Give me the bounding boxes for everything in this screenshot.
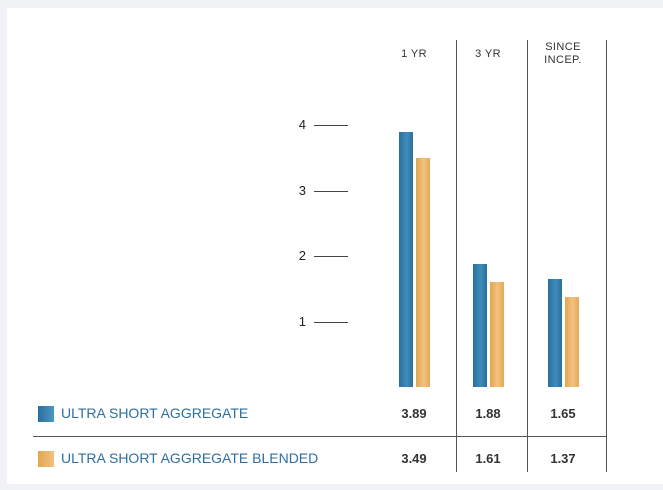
chart-panel — [7, 8, 663, 484]
bar-blended — [490, 281, 504, 387]
y-tick-line — [314, 321, 348, 323]
column-header: 3 YR — [458, 48, 518, 61]
column-divider — [606, 40, 607, 472]
column-divider — [527, 40, 528, 472]
data-label: 1.88 — [475, 406, 501, 421]
data-label: 3.89 — [401, 406, 427, 421]
column-header-line: 3 YR — [475, 48, 501, 60]
y-tick-label: 4 — [298, 117, 306, 132]
bar-aggregate — [473, 263, 487, 387]
bar-aggregate — [548, 278, 562, 387]
data-label: 1.37 — [550, 451, 576, 466]
column-header-line: 1 YR — [401, 48, 427, 60]
data-label: 1.65 — [550, 406, 576, 421]
legend-swatch — [38, 451, 54, 467]
data-label: 1.61 — [475, 451, 501, 466]
y-tick-label: 2 — [298, 248, 306, 263]
bar-blended — [565, 297, 579, 387]
column-header: SINCE INCEP. — [533, 41, 593, 67]
y-tick-label: 1 — [298, 313, 306, 329]
data-label: 3.49 — [401, 451, 427, 466]
bar-blended — [416, 158, 430, 387]
legend-label: ULTRA SHORT AGGREGATE — [61, 405, 249, 421]
row-divider — [33, 436, 607, 437]
column-header: 1 YR — [384, 48, 444, 61]
bar-aggregate — [399, 132, 413, 387]
column-header-line: INCEP. — [544, 54, 582, 66]
y-tick-line — [314, 190, 348, 192]
column-divider — [456, 40, 457, 472]
y-tick-line — [314, 256, 348, 257]
column-header-line: SINCE — [545, 41, 581, 53]
y-tick-label: 3 — [298, 182, 306, 198]
y-tick-line — [314, 125, 348, 126]
legend-swatch — [38, 406, 54, 422]
legend-label: ULTRA SHORT AGGREGATE BLENDED — [61, 450, 319, 466]
